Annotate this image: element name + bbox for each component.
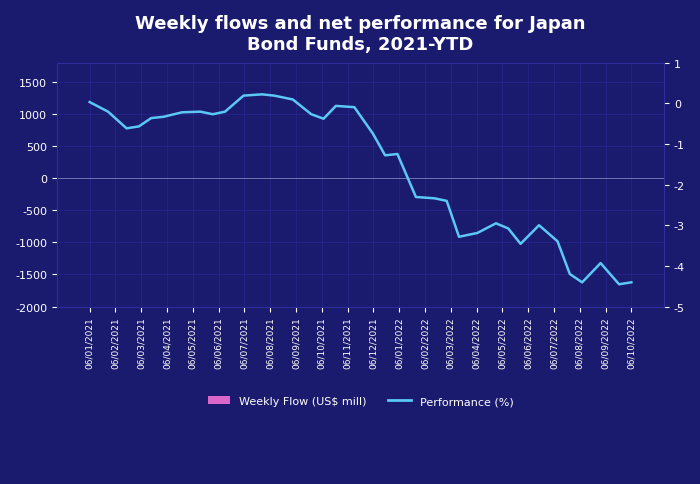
Title: Weekly flows and net performance for Japan
Bond Funds, 2021-YTD: Weekly flows and net performance for Jap… [135,15,586,54]
Legend: Weekly Flow (US$ mill), Performance (%): Weekly Flow (US$ mill), Performance (%) [203,392,518,411]
